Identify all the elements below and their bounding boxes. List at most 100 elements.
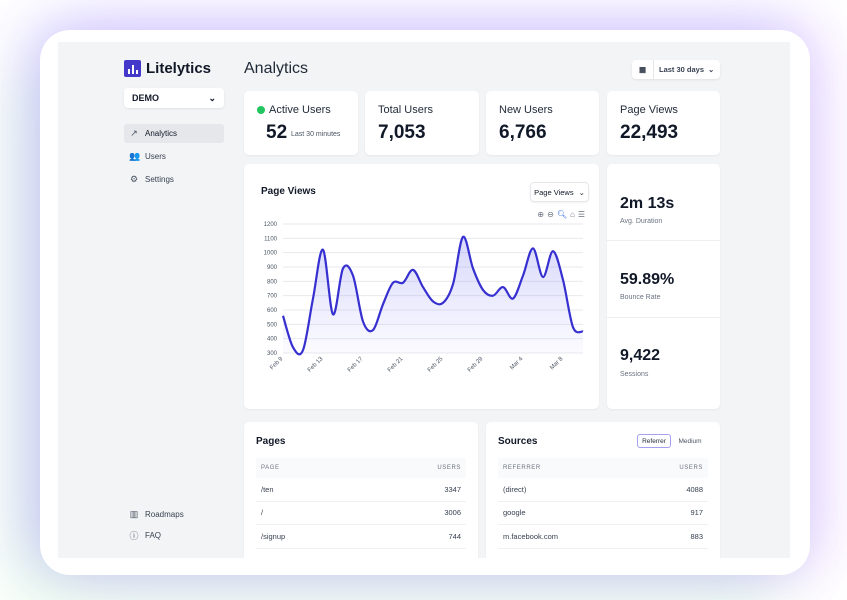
- sidebar-item-label: Users: [145, 152, 166, 161]
- sidebar-item-roadmaps[interactable]: ▥ Roadmaps: [124, 505, 224, 524]
- side-stats: 2m 13s Avg. Duration 59.89% Bounce Rate …: [607, 164, 720, 409]
- gear-icon: ⚙: [129, 174, 139, 184]
- divider: [607, 317, 720, 318]
- referrer-users: 883: [690, 531, 703, 541]
- table-row[interactable]: /signup 744: [256, 525, 466, 549]
- stat-page-views: Page Views 22,493: [607, 91, 720, 155]
- stat-label: New Users: [499, 104, 553, 116]
- y-tick-label: 1100: [264, 236, 278, 242]
- pages-table: PAGE USERS /ten 3347 / 3006 /signup 744: [256, 458, 466, 549]
- sidebar-item-analytics[interactable]: ↗ Analytics: [124, 124, 224, 143]
- chart-card: Page Views Page Views ⌄ ⊕ ⊖ 🔍︎ ⌂ ☰ 300 400 500 6…: [244, 164, 599, 409]
- live-dot: [257, 106, 265, 114]
- stat-label: Page Views: [620, 104, 678, 116]
- table-row[interactable]: google 917: [498, 502, 708, 525]
- page-path: /ten: [261, 484, 274, 494]
- users-icon: 👥: [129, 151, 141, 161]
- chevron-down-icon: ⌄: [578, 187, 585, 197]
- avg-duration-value: 2m 13s: [620, 195, 675, 212]
- pages-title: Pages: [256, 436, 286, 447]
- table-row[interactable]: m.facebook.com 883: [498, 525, 708, 549]
- page-users: 744: [448, 531, 461, 541]
- y-tick-label: 400: [267, 337, 278, 343]
- page-users: 3347: [444, 484, 461, 494]
- sidebar-item-settings[interactable]: ⚙ Settings: [124, 170, 224, 189]
- sidebar-item-faq[interactable]: ⓘ FAQ: [124, 526, 224, 545]
- referrer-users: 917: [690, 508, 703, 518]
- home-icon[interactable]: ⌂: [569, 210, 575, 219]
- column-header: PAGE: [261, 465, 280, 471]
- bounce-rate-label: Bounce Rate: [620, 294, 661, 301]
- date-range-picker[interactable]: ▦ Last 30 days ⌄: [632, 60, 720, 79]
- column-header: USERS: [679, 465, 703, 471]
- stat-label: Total Users: [378, 104, 434, 116]
- x-tick-label: Mar 8: [549, 356, 565, 372]
- sources-card: Sources Referrer Medium REFERRER USERS (d…: [486, 422, 720, 558]
- sources-title: Sources: [498, 436, 538, 447]
- menu-icon[interactable]: ☰: [577, 210, 585, 219]
- y-tick-label: 1200: [264, 222, 278, 228]
- help-circle-icon: ⓘ: [129, 531, 139, 541]
- map-icon: ▥: [129, 509, 139, 519]
- calendar-icon: ▦: [632, 60, 654, 79]
- stat-new-users: New Users 6,766: [486, 91, 599, 155]
- zoom-in-icon[interactable]: ⊕: [537, 210, 545, 219]
- metric-select[interactable]: Page Views ⌄: [530, 182, 589, 202]
- chevron-down-icon: ⌄: [208, 92, 216, 103]
- table-row[interactable]: /ten 3347: [256, 478, 466, 502]
- zoom-out-icon[interactable]: ⊖: [547, 210, 554, 219]
- date-range-label: Last 30 days: [659, 65, 705, 74]
- stat-active-users: Active Users 52 Last 30 minutes: [244, 91, 358, 155]
- tab-referrer[interactable]: Referrer: [637, 434, 671, 448]
- x-tick-label: Mar 4: [509, 356, 525, 372]
- page-title: Analytics: [244, 60, 309, 77]
- page-path: /: [261, 508, 264, 518]
- referrer-name: google: [503, 508, 526, 518]
- y-tick-label: 500: [267, 322, 278, 328]
- pages-card: Pages PAGE USERS /ten 3347 / 3006 /signup 74…: [244, 422, 478, 558]
- page-views-chart: 300 400 500 600 700 800 900 1000 1100 1200 Feb 9 Fe…: [264, 222, 584, 374]
- y-tick-label: 600: [267, 308, 278, 314]
- project-select[interactable]: DEMO ⌄: [124, 88, 224, 108]
- x-tick-label: Feb 17: [347, 356, 365, 374]
- stat-value: 7,053: [378, 122, 426, 143]
- x-tick-label: Feb 21: [387, 356, 405, 374]
- bounce-rate-value: 59.89%: [620, 271, 675, 288]
- sources-table: REFERRER USERS (direct) 4088 google 917 m.f…: [498, 458, 708, 549]
- trending-up-icon: ↗: [130, 128, 138, 138]
- table-row[interactable]: / 3006: [256, 502, 466, 525]
- stat-total-users: Total Users 7,053: [365, 91, 479, 155]
- divider: [607, 240, 720, 241]
- sidebar-item-users[interactable]: 👥 Users: [124, 147, 224, 166]
- stat-value: 52: [266, 122, 288, 143]
- x-tick-label: Feb 13: [307, 356, 325, 374]
- metric-select-value: Page Views: [534, 187, 574, 197]
- page-path: /signup: [261, 531, 286, 541]
- stat-label: Active Users: [269, 104, 331, 116]
- sidebar-item-label: Analytics: [145, 129, 178, 138]
- sidebar-item-label: FAQ: [145, 531, 162, 540]
- search-zoom-icon[interactable]: 🔍︎: [556, 210, 567, 219]
- avg-duration-label: Avg. Duration: [620, 218, 663, 225]
- column-header: USERS: [437, 465, 461, 471]
- sidebar-item-label: Settings: [145, 175, 174, 184]
- logo[interactable]: Litelytics: [124, 60, 211, 77]
- x-tick-label: Feb 9: [269, 356, 285, 372]
- y-tick-label: 800: [267, 279, 278, 285]
- sessions-label: Sessions: [620, 371, 649, 378]
- project-name: DEMO: [132, 93, 159, 103]
- area-fill: [283, 236, 583, 355]
- y-tick-label: 1000: [264, 251, 278, 257]
- x-tick-label: Feb 25: [427, 356, 445, 374]
- sessions-value: 9,422: [620, 347, 661, 364]
- page-users: 3006: [444, 508, 461, 518]
- referrer-name: m.facebook.com: [503, 531, 559, 541]
- sidebar-item-label: Roadmaps: [145, 510, 184, 519]
- referrer-name: (direct): [503, 484, 527, 494]
- chart-title: Page Views: [261, 186, 316, 197]
- table-row[interactable]: (direct) 4088: [498, 478, 708, 502]
- tab-medium[interactable]: Medium: [678, 437, 702, 445]
- chevron-down-icon: ⌄: [708, 65, 715, 74]
- stat-value: 6,766: [499, 122, 547, 143]
- stat-value: 22,493: [620, 122, 679, 143]
